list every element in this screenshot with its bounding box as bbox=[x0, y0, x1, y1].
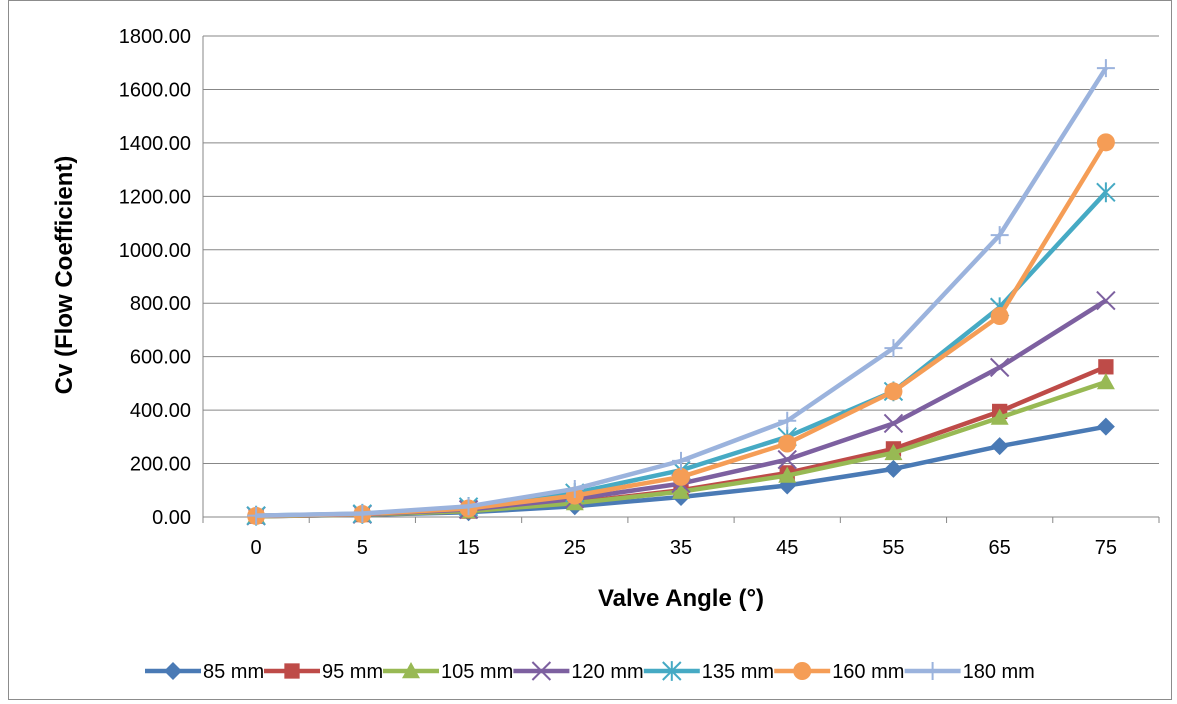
x-tick-label: 0 bbox=[251, 537, 262, 559]
data-point bbox=[990, 437, 1009, 456]
x-tick-label: 35 bbox=[670, 537, 692, 559]
y-tick-label: 1000.00 bbox=[119, 240, 191, 262]
y-tick-label: 1800.00 bbox=[119, 26, 191, 48]
legend-entry: 105 mm bbox=[383, 661, 513, 683]
x-tick-labels: 0 5 15 25 35 45 55 65 75 bbox=[251, 537, 1117, 559]
data-point bbox=[1096, 182, 1116, 203]
data-point bbox=[459, 497, 478, 516]
data-point bbox=[1098, 359, 1114, 375]
legend-swatch-marker bbox=[164, 662, 182, 680]
legend-label: 85 mm bbox=[203, 661, 264, 683]
data-point bbox=[884, 339, 903, 358]
data-point bbox=[990, 226, 1009, 245]
series-180-mm bbox=[247, 59, 1115, 525]
data-point bbox=[672, 482, 690, 499]
y-axis-title: Cv (Flow Coefficient) bbox=[51, 156, 78, 395]
data-point bbox=[1096, 417, 1115, 436]
legend-entry: 180 mm bbox=[904, 661, 1035, 683]
legend-label: 120 mm bbox=[571, 661, 643, 683]
gridlines bbox=[202, 35, 1160, 523]
legend-label: 95 mm bbox=[322, 661, 383, 683]
y-tick-label: 0.00 bbox=[152, 507, 191, 529]
legend-swatch-marker bbox=[531, 661, 552, 681]
data-point bbox=[778, 411, 797, 430]
y-tick-label: 800.00 bbox=[130, 293, 191, 315]
legend-label: 105 mm bbox=[441, 661, 513, 683]
series-layer bbox=[246, 59, 1116, 526]
legend: 85 mm 95 mm 105 mm 120 mm 135 mm 160 mm 180 mm bbox=[145, 661, 1035, 683]
legend-label: 180 mm bbox=[963, 661, 1035, 683]
legend-entry: 85 mm bbox=[145, 661, 264, 683]
y-tick-label: 1600.00 bbox=[119, 79, 191, 101]
legend-entry: 135 mm bbox=[643, 661, 774, 683]
legend-entry: 160 mm bbox=[774, 661, 904, 683]
chart-frame bbox=[8, 0, 1172, 700]
data-point bbox=[1096, 290, 1116, 311]
data-point bbox=[990, 408, 1009, 425]
legend-label: 135 mm bbox=[702, 661, 774, 683]
data-point bbox=[883, 413, 904, 434]
x-tick-label: 65 bbox=[989, 537, 1011, 559]
y-tick-label: 400.00 bbox=[130, 400, 191, 422]
legend-entry: 120 mm bbox=[513, 661, 644, 683]
data-point bbox=[778, 466, 797, 483]
x-tick-label: 55 bbox=[882, 537, 904, 559]
y-tick-label: 200.00 bbox=[130, 454, 191, 476]
data-point bbox=[990, 307, 1009, 326]
legend-label: 160 mm bbox=[832, 661, 904, 683]
y-tick-label: 1200.00 bbox=[119, 186, 191, 208]
x-tick-label: 25 bbox=[564, 537, 586, 559]
data-point bbox=[777, 449, 797, 470]
legend-swatch-marker bbox=[662, 661, 682, 681]
data-point bbox=[989, 357, 1010, 378]
data-point bbox=[565, 479, 584, 498]
x-tick-label: 15 bbox=[457, 537, 479, 559]
legend-swatch-marker bbox=[923, 662, 942, 680]
legend-entry: 95 mm bbox=[264, 661, 383, 683]
y-tick-labels: 0.00 200.00 400.00 600.00 800.00 1000.00 1200.… bbox=[119, 26, 191, 529]
data-point bbox=[1096, 133, 1115, 152]
data-point bbox=[353, 504, 372, 523]
y-tick-label: 1400.00 bbox=[119, 133, 191, 155]
data-point bbox=[884, 443, 903, 461]
x-tick-label: 5 bbox=[357, 537, 368, 559]
legend-swatch-marker bbox=[793, 662, 812, 680]
legend-swatch-marker bbox=[284, 663, 300, 679]
data-point bbox=[672, 467, 690, 486]
legend-swatch-marker bbox=[402, 662, 420, 679]
x-axis-title: Valve Angle (°) bbox=[598, 585, 764, 612]
y-tick-label: 600.00 bbox=[130, 347, 191, 369]
data-point bbox=[247, 506, 266, 525]
data-point bbox=[1096, 373, 1115, 390]
x-tick-label: 45 bbox=[776, 537, 798, 559]
data-point bbox=[884, 382, 903, 401]
x-tick-label: 75 bbox=[1095, 537, 1117, 559]
data-point bbox=[672, 451, 690, 470]
data-point bbox=[884, 459, 903, 478]
data-point bbox=[1096, 59, 1115, 78]
data-point bbox=[778, 434, 797, 453]
